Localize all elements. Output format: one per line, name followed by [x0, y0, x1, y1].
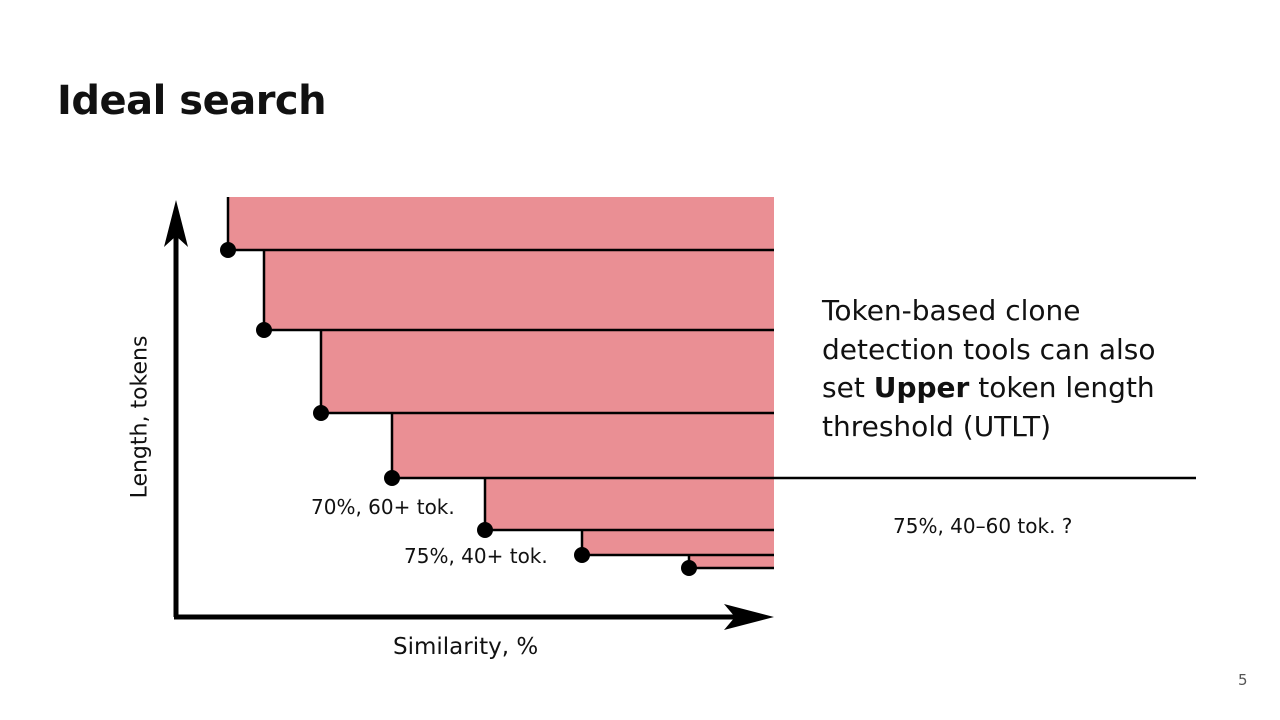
annotation-75-percent: 75%, 40+ tok.	[404, 544, 548, 568]
text-line-1: Token-based clone	[822, 294, 1081, 327]
axes	[164, 200, 774, 630]
accepted-region	[228, 197, 774, 568]
annotation-question: 75%, 40–60 tok. ?	[893, 514, 1073, 538]
slide-title: Ideal search	[57, 78, 327, 124]
x-axis-label: Similarity, %	[393, 634, 539, 660]
text-line-4: threshold (UTLT)	[822, 409, 1052, 443]
y-axis-arrow-icon	[164, 200, 188, 247]
text-line-3: set Upper token length	[822, 369, 1222, 408]
text-emphasis-upper: Upper	[873, 371, 970, 404]
text-line-3-post: token length	[969, 371, 1155, 404]
page-number: 5	[1238, 671, 1248, 689]
x-axis-arrow-icon	[724, 604, 774, 630]
annotation-70-percent: 70%, 60+ tok.	[311, 495, 455, 519]
text-line-3-pre: set	[822, 371, 874, 404]
text-line-2: detection tools can also	[822, 332, 1156, 366]
y-axis-label: Length, tokens	[127, 335, 153, 499]
threshold-points	[220, 242, 697, 576]
step-lines	[226, 197, 1196, 570]
explanation-text: Token-based clone detection tools can al…	[822, 292, 1222, 446]
